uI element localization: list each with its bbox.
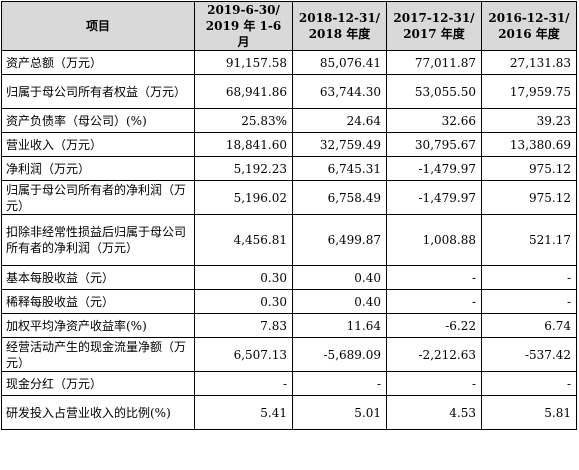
row-value: 5,196.02 <box>194 180 293 215</box>
financial-table: 项目 2019-6-30/ 2019 年 1-6 月 2018-12-31/ 2… <box>1 1 577 430</box>
row-value: 5,192.23 <box>194 156 293 181</box>
row-value: 5.81 <box>481 395 577 430</box>
row-value: 6.74 <box>481 313 577 338</box>
table-row: 归属于母公司所有者权益（万元） 68,941.86 63,744.30 53,055.… <box>1 74 577 109</box>
row-value: - <box>481 265 577 290</box>
row-value: 521.17 <box>481 214 577 266</box>
row-value: 77,011.87 <box>386 50 482 75</box>
table-row: 扣除非经常性损益后归属于母公司所有者的净利润（万元） 4,456.81 6,499.… <box>1 214 577 266</box>
row-value: 6,758.49 <box>292 180 387 215</box>
row-value: 32,759.49 <box>292 132 387 157</box>
row-value: 68,941.86 <box>194 74 293 109</box>
table-row: 基本每股收益（元） 0.30 0.40- - <box>1 265 577 290</box>
row-value: 0.40 <box>292 265 387 290</box>
row-label: 稀释每股收益（元） <box>1 289 195 314</box>
row-value: -2,212.63 <box>386 337 482 372</box>
financial-summary: 项目 2019-6-30/ 2019 年 1-6 月 2018-12-31/ 2… <box>1 1 577 430</box>
row-value: 975.12 <box>481 156 577 181</box>
row-value: 25.83% <box>194 108 293 133</box>
row-value: 4.53 <box>386 395 482 430</box>
row-value: 63,744.30 <box>292 74 387 109</box>
row-value: 18,841.60 <box>194 132 293 157</box>
row-label: 加权平均净资产收益率(%) <box>1 313 195 338</box>
row-value: 32.66 <box>386 108 482 133</box>
row-value: 5.41 <box>194 395 293 430</box>
row-value: 13,380.69 <box>481 132 577 157</box>
row-value: 6,499.87 <box>292 214 387 266</box>
row-value: 4,456.81 <box>194 214 293 266</box>
row-value: 6,507.13 <box>194 337 293 372</box>
row-value: 6,745.31 <box>292 156 387 181</box>
row-label: 营业收入（万元） <box>1 132 195 157</box>
row-value: 11.64 <box>292 313 387 338</box>
row-value: 30,795.67 <box>386 132 482 157</box>
row-value: -537.42 <box>481 337 577 372</box>
table-row: 稀释每股收益（元） 0.30 0.40- - <box>1 289 577 314</box>
header-period-2016: 2016-12-31/ 2016 年度 <box>481 1 577 51</box>
row-value: 1,008.88 <box>386 214 482 266</box>
table-body: 资产总额（万元） 91,157.58 85,076.41 77,011.87 27,13… <box>1 50 577 430</box>
row-value: - <box>386 371 482 396</box>
row-label: 现金分红（万元） <box>1 371 195 396</box>
table-row: 现金分红（万元） - - - - <box>1 371 577 396</box>
header-item: 项目 <box>1 1 195 51</box>
table-row: 加权平均净资产收益率(%) 7.83 11.64 -6.22 6.74 <box>1 313 577 338</box>
row-value: 17,959.75 <box>481 74 577 109</box>
header-period-2019h1: 2019-6-30/ 2019 年 1-6 月 <box>194 1 293 51</box>
header-period-2018: 2018-12-31/ 2018 年度 <box>292 1 387 51</box>
header-row: 项目 2019-6-30/ 2019 年 1-6 月 2018-12-31/ 2… <box>1 1 577 51</box>
row-value: - <box>481 371 577 396</box>
table-row: 经营活动产生的现金流量净额（万元） 6,507.13 -5,689.09 -2,212… <box>1 337 577 372</box>
row-value: 0.40 <box>292 289 387 314</box>
row-value: 24.64 <box>292 108 387 133</box>
table-row: 研发投入占营业收入的比例(%) 5.41 5.01 4.53 5.81 <box>1 395 577 430</box>
table-header: 项目 2019-6-30/ 2019 年 1-6 月 2018-12-31/ 2… <box>1 1 577 51</box>
row-value: - <box>386 265 482 290</box>
table-row: 营业收入（万元） 18,841.60 32,759.49 30,795.67 13,38… <box>1 132 577 157</box>
row-value: -6.22 <box>386 313 482 338</box>
table-row: 归属于母公司所有者的净利润（万元） 5,196.02 6,758.49 -1,479.… <box>1 180 577 215</box>
row-value: 975.12 <box>481 180 577 215</box>
row-value: 7.83 <box>194 313 293 338</box>
row-value: -5,689.09 <box>292 337 387 372</box>
row-value: 0.30 <box>194 289 293 314</box>
row-label: 资产负债率（母公司）(%) <box>1 108 195 133</box>
row-value: 0.30 <box>194 265 293 290</box>
table-row: 资产负债率（母公司）(%) 25.83% 24.64 32.66 39.23 <box>1 108 577 133</box>
header-period-2017: 2017-12-31/ 2017 年度 <box>386 1 482 51</box>
row-value: 39.23 <box>481 108 577 133</box>
row-value: - <box>481 289 577 314</box>
row-label: 归属于母公司所有者权益（万元） <box>1 74 195 109</box>
row-label: 净利润（万元） <box>1 156 195 181</box>
row-value: - <box>292 371 387 396</box>
row-value: 91,157.58 <box>194 50 293 75</box>
row-value: -1,479.97 <box>386 156 482 181</box>
row-label: 扣除非经常性损益后归属于母公司所有者的净利润（万元） <box>1 214 195 266</box>
row-value: -1,479.97 <box>386 180 482 215</box>
row-value: 85,076.41 <box>292 50 387 75</box>
row-value: 5.01 <box>292 395 387 430</box>
row-label: 研发投入占营业收入的比例(%) <box>1 395 195 430</box>
row-value: 53,055.50 <box>386 74 482 109</box>
row-label: 经营活动产生的现金流量净额（万元） <box>1 337 195 372</box>
row-label: 基本每股收益（元） <box>1 265 195 290</box>
row-value: 27,131.83 <box>481 50 577 75</box>
row-value: - <box>386 289 482 314</box>
table-row: 净利润（万元） 5,192.23 6,745.31 -1,479.97 975.12 <box>1 156 577 181</box>
row-label: 归属于母公司所有者的净利润（万元） <box>1 180 195 215</box>
row-label: 资产总额（万元） <box>1 50 195 75</box>
table-row: 资产总额（万元） 91,157.58 85,076.41 77,011.87 27,13… <box>1 50 577 75</box>
row-value: - <box>194 371 293 396</box>
